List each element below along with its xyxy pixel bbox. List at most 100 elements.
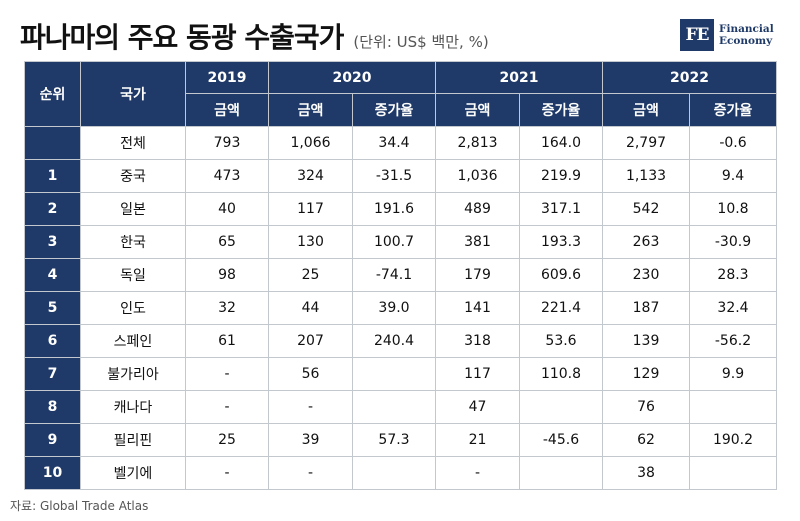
growth-cell bbox=[352, 456, 436, 490]
growth-cell: 317.1 bbox=[519, 192, 603, 226]
rank-cell: 10 bbox=[24, 456, 81, 490]
value-cell: 2,813 bbox=[435, 126, 520, 160]
value-cell: 263 bbox=[602, 225, 690, 259]
rank-cell: 1 bbox=[24, 159, 81, 193]
country-cell: 벨기에 bbox=[80, 456, 186, 490]
value-cell: - bbox=[185, 390, 269, 424]
country-header: 국가 bbox=[80, 61, 186, 127]
page-title: 파나마의 주요 동광 수출국가 bbox=[20, 21, 344, 54]
table-row: 9 필리핀 25 39 57.3 21 -45.6 62 190.2 bbox=[24, 423, 777, 457]
table-row: 4 독일 98 25 -74.1 179 609.6 230 28.3 bbox=[24, 258, 777, 292]
growth-cell: 10.8 bbox=[689, 192, 777, 226]
country-cell: 일본 bbox=[80, 192, 186, 226]
country-cell: 인도 bbox=[80, 291, 186, 325]
value-cell: 542 bbox=[602, 192, 690, 226]
value-cell: - bbox=[185, 456, 269, 490]
logo-text: Financial Economy bbox=[719, 23, 774, 47]
growth-cell: 219.9 bbox=[519, 159, 603, 193]
table-row: 8 캐나다 - - 47 76 bbox=[24, 390, 777, 424]
value-cell: 44 bbox=[268, 291, 353, 325]
country-cell: 중국 bbox=[80, 159, 186, 193]
value-cell: 62 bbox=[602, 423, 690, 457]
rank-header: 순위 bbox=[24, 61, 81, 127]
value-cell: 207 bbox=[268, 324, 353, 358]
value-cell: 1,133 bbox=[602, 159, 690, 193]
value-cell: 324 bbox=[268, 159, 353, 193]
rank-cell: 4 bbox=[24, 258, 81, 292]
country-cell: 캐나다 bbox=[80, 390, 186, 424]
growth-cell: 32.4 bbox=[689, 291, 777, 325]
logo-line-1: Financial bbox=[719, 23, 774, 35]
value-cell: 230 bbox=[602, 258, 690, 292]
value-cell: 187 bbox=[602, 291, 690, 325]
value-cell: 21 bbox=[435, 423, 520, 457]
growth-header: 증가율 bbox=[519, 93, 603, 127]
value-cell: 141 bbox=[435, 291, 520, 325]
value-cell: 381 bbox=[435, 225, 520, 259]
table-row: 6 스페인 61 207 240.4 318 53.6 139 -56.2 bbox=[24, 324, 777, 358]
growth-cell: -74.1 bbox=[352, 258, 436, 292]
value-cell: 56 bbox=[268, 357, 353, 391]
value-cell: 129 bbox=[602, 357, 690, 391]
country-cell: 전체 bbox=[80, 126, 186, 160]
year-header-2022: 2022 bbox=[602, 61, 777, 94]
table-row: 전체 793 1,066 34.4 2,813 164.0 2,797 -0.6 bbox=[24, 126, 777, 160]
value-cell: 32 bbox=[185, 291, 269, 325]
growth-cell: 609.6 bbox=[519, 258, 603, 292]
value-cell: 25 bbox=[268, 258, 353, 292]
value-cell: 40 bbox=[185, 192, 269, 226]
growth-cell bbox=[519, 456, 603, 490]
rank-cell: 6 bbox=[24, 324, 81, 358]
value-cell: 1,066 bbox=[268, 126, 353, 160]
value-cell: 793 bbox=[185, 126, 269, 160]
value-cell: 2,797 bbox=[602, 126, 690, 160]
table-row: 7 불가리아 - 56 117 110.8 129 9.9 bbox=[24, 357, 777, 391]
value-cell: 25 bbox=[185, 423, 269, 457]
value-cell: 47 bbox=[435, 390, 520, 424]
value-cell: 139 bbox=[602, 324, 690, 358]
growth-cell: 100.7 bbox=[352, 225, 436, 259]
rank-cell: 2 bbox=[24, 192, 81, 226]
growth-cell: 191.6 bbox=[352, 192, 436, 226]
rank-cell: 5 bbox=[24, 291, 81, 325]
growth-cell bbox=[519, 390, 603, 424]
growth-header: 증가율 bbox=[689, 93, 777, 127]
table-row: 1 중국 473 324 -31.5 1,036 219.9 1,133 9.4 bbox=[24, 159, 777, 193]
year-header-2019: 2019 bbox=[185, 61, 269, 94]
value-cell: - bbox=[268, 456, 353, 490]
growth-header: 증가율 bbox=[352, 93, 436, 127]
growth-cell: 53.6 bbox=[519, 324, 603, 358]
growth-cell: 39.0 bbox=[352, 291, 436, 325]
value-cell: - bbox=[435, 456, 520, 490]
rank-cell: 8 bbox=[24, 390, 81, 424]
table-row: 2 일본 40 117 191.6 489 317.1 542 10.8 bbox=[24, 192, 777, 226]
growth-cell bbox=[689, 390, 777, 424]
value-cell: 130 bbox=[268, 225, 353, 259]
table-row: 5 인도 32 44 39.0 141 221.4 187 32.4 bbox=[24, 291, 777, 325]
growth-cell bbox=[689, 456, 777, 490]
growth-cell: 9.9 bbox=[689, 357, 777, 391]
value-cell: 76 bbox=[602, 390, 690, 424]
country-cell: 독일 bbox=[80, 258, 186, 292]
value-cell: 61 bbox=[185, 324, 269, 358]
value-cell: 98 bbox=[185, 258, 269, 292]
growth-cell: -56.2 bbox=[689, 324, 777, 358]
growth-cell: 164.0 bbox=[519, 126, 603, 160]
logo-line-2: Economy bbox=[719, 35, 773, 47]
logo: FE Financial Economy bbox=[680, 18, 780, 52]
value-cell: 39 bbox=[268, 423, 353, 457]
rank-cell: 9 bbox=[24, 423, 81, 457]
value-cell: 179 bbox=[435, 258, 520, 292]
value-cell: 65 bbox=[185, 225, 269, 259]
value-cell: 489 bbox=[435, 192, 520, 226]
country-cell: 불가리아 bbox=[80, 357, 186, 391]
value-cell: - bbox=[268, 390, 353, 424]
source-note: 자료: Global Trade Atlas bbox=[10, 499, 149, 513]
value-cell: 117 bbox=[268, 192, 353, 226]
rank-cell bbox=[24, 126, 81, 160]
logo-mark: FE bbox=[680, 19, 714, 51]
growth-cell: 28.3 bbox=[689, 258, 777, 292]
value-cell: 318 bbox=[435, 324, 520, 358]
growth-cell: 190.2 bbox=[689, 423, 777, 457]
country-cell: 스페인 bbox=[80, 324, 186, 358]
